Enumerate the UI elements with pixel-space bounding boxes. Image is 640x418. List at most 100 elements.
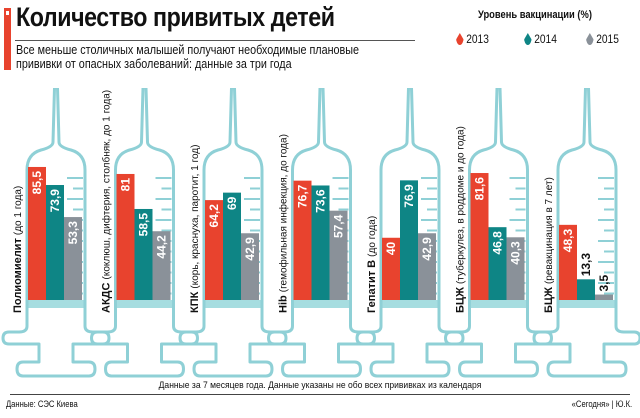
bar-2013 xyxy=(116,173,135,300)
bar-2014 xyxy=(311,185,330,300)
bar-value-label: 53,3 xyxy=(66,221,80,245)
bar-value-label: 44,2 xyxy=(155,235,169,259)
bar-2013 xyxy=(382,237,400,300)
syringe-outline xyxy=(444,87,553,378)
bar-value-label: 3,5 xyxy=(597,275,611,292)
bar-value-label: 42,9 xyxy=(420,237,434,261)
category-label: БЦЖ (туберкулез, в роддоме и до года) xyxy=(455,126,467,313)
syringe-plunger-band xyxy=(292,300,351,308)
syringe-group: 40 76,9 42,9 Гепатит В (до года) xyxy=(355,87,465,378)
category-detail: (ревакцинация в 7 лет) xyxy=(544,177,555,284)
bar-value-label: 13,3 xyxy=(579,253,593,277)
category-label: КПК (корь, краснуха, паротит, 1 год) xyxy=(189,145,201,313)
legend-label: 2014 xyxy=(534,32,557,46)
category-name: БЦЖ xyxy=(543,284,555,313)
bar-2013 xyxy=(293,180,312,300)
bar-value-label: 69 xyxy=(225,196,239,210)
bar-2013 xyxy=(470,173,489,300)
syringe-outline xyxy=(532,87,640,378)
category-name: Гепатит В xyxy=(366,257,378,313)
syringe-group: 48,3 13,3 3,5 БЦЖ (ревакцинация в 7 лет) xyxy=(532,87,640,378)
bar-2015 xyxy=(595,294,613,300)
bar-2015 xyxy=(329,210,348,300)
bar-value-label: 46,8 xyxy=(491,231,505,255)
category-detail: (до 1 года) xyxy=(13,186,24,235)
bar-2014 xyxy=(46,185,64,300)
bar-value-label: 48,3 xyxy=(561,229,575,253)
data-source: Данные: СЭС Киева xyxy=(6,399,78,409)
bar-2014 xyxy=(134,208,153,300)
bar-2014 xyxy=(488,227,507,300)
bar-value-label: 85,5 xyxy=(30,171,44,195)
bar-2015 xyxy=(64,217,82,300)
bar-value-label: 42,9 xyxy=(243,237,257,261)
bar-2015 xyxy=(506,237,525,300)
legend-item-2013: 2013 xyxy=(456,32,489,46)
legend-label: 2015 xyxy=(596,32,619,46)
syringe-plunger-band xyxy=(27,300,85,308)
syringe-group: 81,6 46,8 40,3 БЦЖ (туберкулез, в роддоме и… xyxy=(444,87,553,378)
category-detail: (до года) xyxy=(367,216,378,257)
title-divider xyxy=(15,40,415,41)
syringe-group: 76,7 73,6 57,4 Hib (гемофильная инфекция, д… xyxy=(267,87,376,378)
bar-value-label: 76,9 xyxy=(402,184,416,208)
footnote: Данные за 7 месяцев года. Данные указаны… xyxy=(158,380,482,391)
legend-label: 2013 xyxy=(466,32,489,46)
bar-2014 xyxy=(400,180,418,300)
footer-divider xyxy=(10,394,630,395)
bar-value-label: 73,9 xyxy=(48,189,62,213)
bar-value-label: 81 xyxy=(119,178,133,192)
category-name: Hib xyxy=(278,292,290,313)
syringe-plunger-band xyxy=(558,300,616,308)
syringe-group: 85,5 73,9 53,3 Полиомиелит (до 1 года) xyxy=(1,87,111,378)
category-name: БЦЖ xyxy=(455,284,467,313)
category-label: Гепатит В (до года) xyxy=(366,216,378,313)
chart-subtitle: Все меньше столичных малышей получают не… xyxy=(16,42,360,71)
category-detail: (туберкулез, в роддоме и до года) xyxy=(455,126,467,284)
category-label: Hib (гемофильная инфекция, до года) xyxy=(278,134,290,313)
syringe-outline xyxy=(267,87,376,378)
drop-icon xyxy=(524,33,532,45)
bar-2015 xyxy=(152,231,171,300)
bar-2014 xyxy=(577,279,595,300)
legend-item-2015: 2015 xyxy=(586,32,619,46)
category-name: КПК xyxy=(189,289,201,313)
bar-2015 xyxy=(241,233,259,300)
syringe-plunger-band xyxy=(204,300,262,308)
bar-value-label: 76,7 xyxy=(296,184,310,208)
drop-icon xyxy=(456,33,464,45)
legend-title: Уровень вакцинации (%) xyxy=(478,9,592,21)
title-accent-bar xyxy=(4,8,11,70)
bar-2015 xyxy=(418,233,436,300)
bar-value-label: 81,6 xyxy=(473,177,487,201)
bar-value-label: 57,4 xyxy=(332,214,346,238)
drop-icon xyxy=(586,33,594,45)
legend-item-2014: 2014 xyxy=(524,32,557,46)
bar-value-label: 58,5 xyxy=(137,213,151,237)
syringe-plunger-band xyxy=(115,300,174,308)
bar-value-label: 40,3 xyxy=(509,241,523,265)
credit: «Сегодня» | Ю.К. xyxy=(571,399,632,409)
bar-2013 xyxy=(28,166,46,300)
bar-value-label: 73,6 xyxy=(314,189,328,213)
syringe-group: 64,2 69 42,9 КПК (корь, краснуха, паротит, … xyxy=(178,87,288,378)
category-name: АКДС xyxy=(101,280,113,314)
chart-title: Количество привитых детей xyxy=(16,2,335,32)
category-label: БЦЖ (ревакцинация в 7 лет) xyxy=(543,177,555,313)
syringe-outline xyxy=(355,87,465,378)
syringe-plunger-band xyxy=(381,300,439,308)
category-detail: (коклюш, дифтерия, столбняк, до 1 года) xyxy=(101,90,113,280)
bar-2013 xyxy=(205,200,223,300)
bar-value-label: 64,2 xyxy=(207,204,221,228)
bar-2013 xyxy=(559,224,577,300)
category-name: Полиомиелит xyxy=(12,235,24,313)
syringe-outline xyxy=(90,87,199,378)
category-detail: (корь, краснуха, паротит, 1 год) xyxy=(190,145,201,289)
syringe-outline xyxy=(178,87,288,378)
bar-value-label: 40 xyxy=(384,241,398,255)
category-detail: (гемофильная инфекция, до года) xyxy=(278,134,290,292)
category-label: АКДС (коклюш, дифтерия, столбняк, до 1 г… xyxy=(101,90,113,313)
syringe-outline xyxy=(1,87,111,378)
